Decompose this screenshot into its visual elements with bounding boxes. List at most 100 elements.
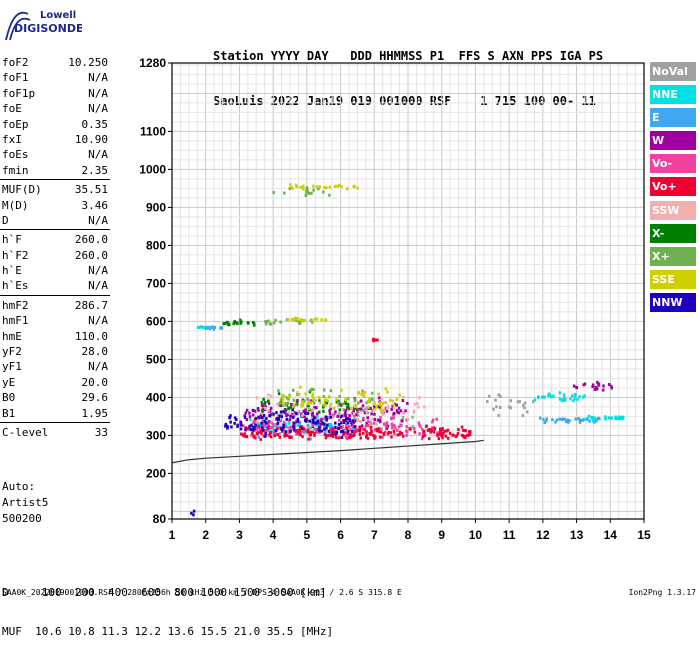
data-point-noval bbox=[281, 404, 285, 408]
data-point-ssw bbox=[264, 406, 267, 410]
data-point-w bbox=[290, 402, 293, 406]
data-point-x- bbox=[289, 406, 293, 410]
data-point-x- bbox=[304, 193, 308, 197]
data-point-ssw bbox=[401, 411, 405, 415]
data-point-nnw bbox=[248, 424, 251, 428]
distance-row: D 100 200 400 600 800 1000 1500 3000 [km… bbox=[2, 586, 327, 599]
data-point-sse bbox=[398, 393, 401, 397]
data-point-vo- bbox=[344, 435, 348, 439]
data-point-nnw bbox=[318, 425, 321, 429]
param-row: yE 20.0 bbox=[0, 375, 112, 390]
data-point-x- bbox=[294, 402, 297, 406]
data-point-vo- bbox=[351, 425, 355, 429]
data-point-nnw bbox=[228, 416, 231, 420]
data-point-nne bbox=[573, 397, 576, 401]
data-point-vo- bbox=[267, 434, 271, 438]
data-point-vo- bbox=[389, 431, 392, 435]
data-point-w bbox=[245, 418, 249, 422]
data-point-w bbox=[390, 407, 393, 411]
data-point-vo- bbox=[384, 423, 387, 427]
data-point-w bbox=[288, 418, 292, 422]
data-point-w bbox=[373, 418, 376, 422]
legend-item-e: E bbox=[650, 108, 696, 128]
data-point-noval bbox=[488, 394, 491, 398]
data-point-x- bbox=[232, 322, 235, 326]
data-point-noval bbox=[411, 415, 414, 419]
data-point-w bbox=[583, 382, 587, 386]
data-point-vo- bbox=[300, 429, 303, 433]
data-point-nnw bbox=[291, 408, 295, 412]
data-point-sse bbox=[287, 318, 290, 322]
data-point-nnw bbox=[340, 436, 344, 440]
data-point-nnw bbox=[289, 414, 292, 418]
data-point-nnw bbox=[233, 421, 236, 425]
data-point-vo- bbox=[432, 430, 436, 434]
data-point-vo- bbox=[363, 428, 367, 432]
data-point-w bbox=[369, 406, 372, 410]
data-point-nne bbox=[591, 419, 595, 423]
data-point-vo- bbox=[393, 426, 397, 430]
param-value: N/A bbox=[88, 264, 108, 278]
param-value: 35.51 bbox=[74, 183, 108, 197]
data-point-vo- bbox=[366, 436, 370, 440]
data-point-sse bbox=[304, 392, 307, 396]
data-point-vo- bbox=[379, 415, 382, 419]
data-point-vo- bbox=[290, 425, 293, 429]
data-point-vo- bbox=[372, 337, 375, 341]
data-point-e bbox=[588, 419, 592, 423]
data-point-vo- bbox=[244, 426, 247, 430]
y-tick-label: 300 bbox=[146, 428, 166, 442]
data-point-noval bbox=[518, 399, 521, 403]
data-point-noval bbox=[297, 410, 301, 414]
data-point-nnw bbox=[272, 412, 275, 416]
data-point-w bbox=[385, 409, 389, 413]
param-row: h`Es N/A bbox=[0, 278, 112, 293]
data-point-vo- bbox=[361, 427, 364, 431]
data-point-vo- bbox=[314, 428, 318, 432]
data-point-nnw bbox=[323, 427, 326, 431]
data-point-vo- bbox=[390, 417, 393, 421]
data-point-sse bbox=[395, 398, 399, 402]
data-point-e bbox=[309, 437, 312, 441]
data-point-vo- bbox=[368, 431, 371, 435]
data-point-x- bbox=[335, 400, 339, 404]
data-point-e bbox=[593, 420, 596, 424]
data-point-vo- bbox=[304, 429, 308, 433]
data-point-w bbox=[401, 398, 405, 402]
data-point-vo- bbox=[262, 434, 266, 438]
data-point-vo- bbox=[350, 434, 354, 438]
data-point-x- bbox=[274, 318, 277, 322]
data-point-ssw bbox=[385, 406, 389, 410]
data-point-w bbox=[261, 404, 265, 408]
data-point-nne bbox=[591, 416, 594, 420]
data-point-ssw bbox=[387, 405, 390, 409]
data-point-vo- bbox=[329, 433, 332, 437]
data-point-nne bbox=[583, 394, 586, 398]
data-point-ssw bbox=[418, 396, 421, 400]
data-point-e bbox=[317, 418, 321, 422]
auto-code: 500200 bbox=[2, 512, 42, 525]
data-point-vo- bbox=[361, 431, 365, 435]
data-point-vo- bbox=[436, 433, 439, 437]
data-point-vo- bbox=[359, 436, 363, 440]
data-point-nne bbox=[249, 417, 252, 421]
data-point-noval bbox=[531, 400, 535, 404]
data-point-w bbox=[397, 406, 401, 410]
data-point-x- bbox=[233, 319, 237, 323]
data-point-w bbox=[396, 410, 399, 414]
data-point-x- bbox=[297, 320, 301, 324]
data-point-e bbox=[561, 417, 565, 421]
data-point-nne bbox=[284, 422, 287, 426]
data-point-vo- bbox=[358, 426, 362, 430]
data-point-vo- bbox=[421, 428, 424, 432]
data-point-vo- bbox=[369, 427, 373, 431]
data-point-e bbox=[539, 416, 542, 420]
data-point-nne bbox=[569, 397, 572, 401]
data-point-vo- bbox=[306, 430, 310, 434]
data-point-vo- bbox=[328, 432, 332, 436]
data-point-w bbox=[609, 384, 613, 388]
data-point-ssw bbox=[412, 410, 416, 414]
param-row: C-level 33 bbox=[0, 425, 112, 440]
data-point-noval bbox=[521, 413, 525, 417]
data-point-nnw bbox=[239, 420, 242, 424]
